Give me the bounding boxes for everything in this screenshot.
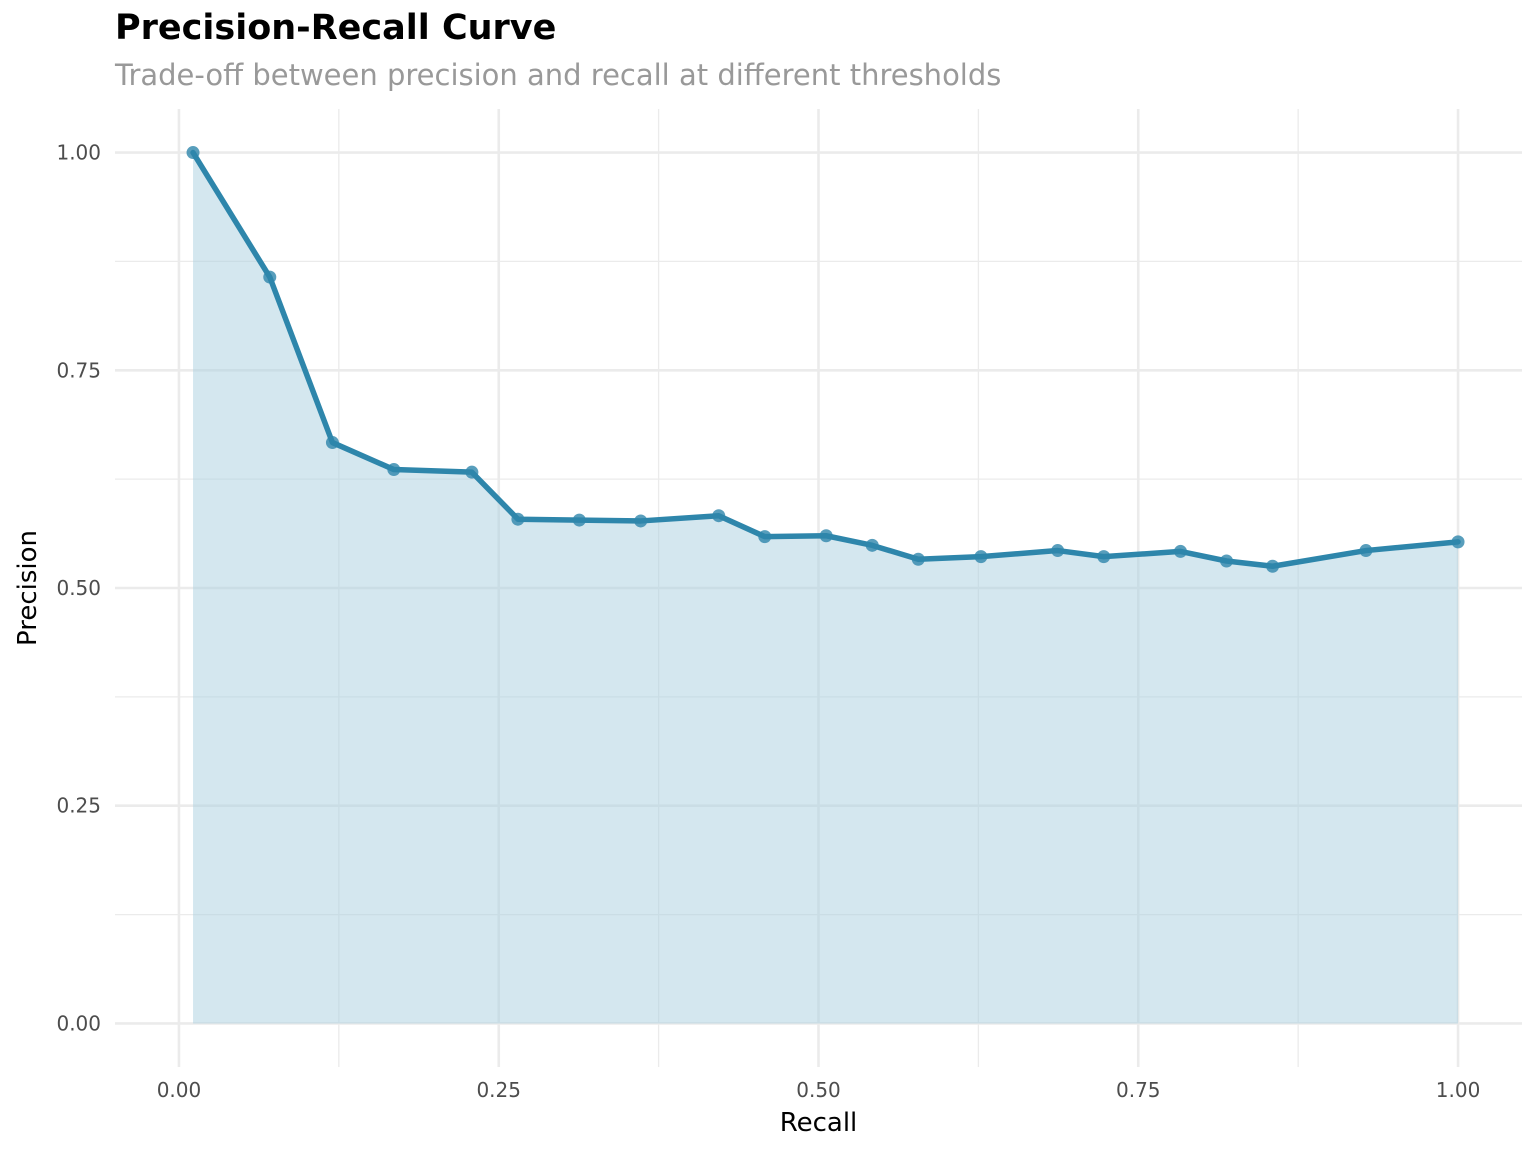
data-point [465,465,479,479]
y-tick-label: 0.00 [56,1011,101,1035]
data-point [1359,544,1373,558]
data-point [387,463,401,477]
data-point [1220,554,1234,568]
chart-subtitle: Trade-off between precision and recall a… [115,58,1002,92]
y-tick-label: 1.00 [56,141,101,165]
data-point [758,530,772,544]
data-point [865,538,879,552]
data-point [819,529,833,543]
data-point [186,146,200,160]
data-point [1266,559,1280,573]
data-points [186,146,1465,573]
data-point [1173,544,1187,558]
x-tick-label: 0.25 [476,1078,521,1102]
x-tick-label: 1.00 [1436,1078,1481,1102]
data-point [911,552,925,566]
y-axis-title: Precision [13,530,43,646]
x-axis-title: Recall [780,1108,858,1138]
data-point [325,436,339,450]
data-point [1451,535,1465,549]
data-point [634,514,648,528]
x-tick-label: 0.50 [796,1078,841,1102]
x-tick-labels: 0.00 0.25 0.50 0.75 1.00 [157,1078,1481,1102]
y-tick-label: 0.75 [56,358,101,382]
data-point [511,512,525,526]
data-point [572,513,586,527]
y-tick-label: 0.50 [56,576,101,600]
data-point [1051,544,1065,558]
data-point [263,270,277,284]
data-point [712,509,726,523]
x-tick-label: 0.75 [1116,1078,1161,1102]
data-point [974,550,988,564]
chart-title: Precision-Recall Curve [115,8,557,48]
data-point [1097,550,1111,564]
y-tick-labels: 0.00 0.25 0.50 0.75 1.00 [56,141,101,1036]
area-under-curve [193,152,1459,1024]
x-tick-label: 0.00 [157,1078,202,1102]
y-tick-label: 0.25 [56,794,101,818]
